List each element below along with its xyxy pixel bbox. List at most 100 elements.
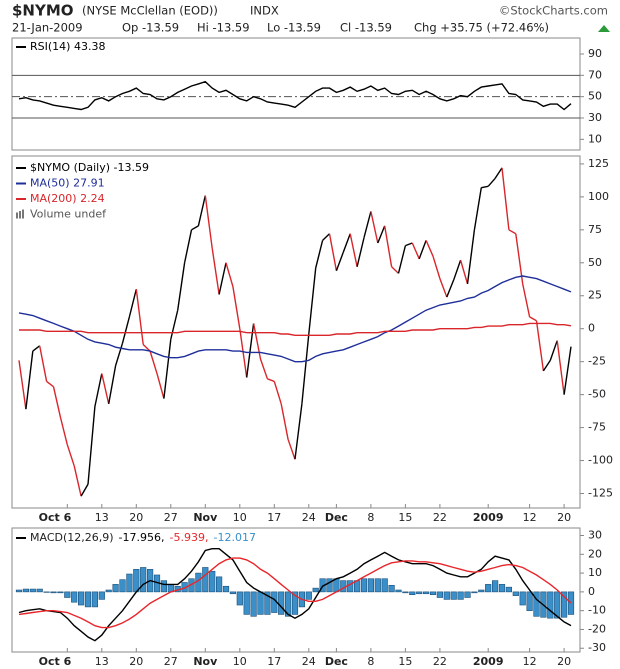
line-segment xyxy=(197,195,206,227)
line-segment xyxy=(397,245,407,274)
histogram-bar xyxy=(50,591,57,594)
line-segment xyxy=(411,242,420,260)
y-tick-label: -100 xyxy=(588,454,613,467)
line-segment xyxy=(183,229,193,263)
line-segment xyxy=(156,373,165,399)
legend-entry: -5.939, xyxy=(170,531,209,544)
source: ©StockCharts.com xyxy=(499,4,608,18)
y-tick-label: -10 xyxy=(588,604,606,617)
volume-note: Volume undef xyxy=(30,208,107,221)
y-tick-label: 20 xyxy=(588,547,602,560)
x-tick-label: 22 xyxy=(433,655,447,668)
histogram-bar xyxy=(312,587,319,593)
x-tick-label: 12 xyxy=(523,511,537,524)
line-segment xyxy=(18,360,27,410)
low: Lo -13.59 xyxy=(267,21,321,35)
line-segment xyxy=(356,237,365,267)
histogram-bar xyxy=(567,591,575,615)
line-segment xyxy=(487,177,496,187)
exchange: INDX xyxy=(250,4,279,18)
y-tick-label: 0 xyxy=(588,585,595,598)
line-segment xyxy=(239,328,248,378)
legend-entry: MA(50) 27.91 xyxy=(30,177,105,190)
y-tick-label: -30 xyxy=(588,641,606,654)
line-segment xyxy=(94,373,103,407)
x-tick-label: 15 xyxy=(398,655,412,668)
x-tick-label: 2009 xyxy=(473,511,504,524)
line-segment xyxy=(446,279,455,298)
line-segment xyxy=(370,211,379,244)
line-segment xyxy=(287,439,296,460)
y-tick-label: 30 xyxy=(588,111,602,124)
line-segment xyxy=(529,316,537,322)
histogram-bar xyxy=(305,591,312,600)
histogram-bar xyxy=(22,588,30,593)
histogram-bar xyxy=(71,591,78,603)
line-segment xyxy=(267,378,275,383)
histogram-bar xyxy=(402,591,409,594)
line-segment xyxy=(87,406,96,485)
line-segment xyxy=(549,340,558,361)
x-tick-label: 27 xyxy=(164,511,178,524)
line-segment xyxy=(494,167,503,179)
x-tick-label: 20 xyxy=(129,655,143,668)
open: Op -13.59 xyxy=(122,21,179,35)
x-tick-label: 27 xyxy=(164,655,178,668)
legend-entry: RSI(14) 43.38 xyxy=(30,40,105,53)
x-tick-label: 8 xyxy=(367,655,374,668)
y-tick-label: 10 xyxy=(588,566,602,579)
x-tick-label: 12 xyxy=(523,655,537,668)
histogram-bar xyxy=(498,584,506,593)
line-segment xyxy=(377,225,386,244)
panel xyxy=(11,37,581,151)
x-tick-label: 24 xyxy=(302,511,316,524)
line-segment xyxy=(522,283,531,317)
volume-icon xyxy=(22,209,24,219)
line-segment xyxy=(101,373,110,405)
histogram-bar xyxy=(533,591,540,617)
histogram-bar xyxy=(340,580,347,593)
y-tick-label: 90 xyxy=(588,47,602,60)
histogram-bar xyxy=(512,591,519,596)
y-tick-label: 50 xyxy=(588,256,602,269)
line-segment xyxy=(149,350,158,374)
line-segment xyxy=(191,225,199,231)
line-segment xyxy=(432,255,441,279)
line-segment xyxy=(232,286,241,329)
histogram-bar xyxy=(229,591,237,595)
y-tick-label: 50 xyxy=(588,90,602,103)
y-tick-label: -20 xyxy=(588,622,606,635)
x-tick-label: Oct 6 xyxy=(39,511,72,524)
x-tick-label: 10 xyxy=(233,655,247,668)
line-segment xyxy=(259,358,269,380)
x-tick-label: Dec xyxy=(325,655,348,668)
line-segment xyxy=(335,251,344,271)
line-segment xyxy=(73,465,82,497)
line-segment xyxy=(142,344,151,352)
line-segment xyxy=(121,316,131,344)
histogram-bar xyxy=(560,591,568,618)
x-tick-label: 22 xyxy=(433,511,447,524)
x-tick-label: 17 xyxy=(267,511,281,524)
line-segment xyxy=(66,444,75,467)
line-segment xyxy=(349,233,358,267)
x-tick-label: Oct 6 xyxy=(39,655,72,668)
line-segment xyxy=(218,262,227,295)
histogram-bar xyxy=(471,591,478,594)
line-segment xyxy=(294,403,303,460)
histogram-bar xyxy=(15,589,23,593)
y-tick-label: -25 xyxy=(588,355,606,368)
x-tick-label: 24 xyxy=(302,655,316,668)
histogram-bar xyxy=(478,589,485,593)
histogram-bar xyxy=(216,576,223,593)
line-segment xyxy=(170,310,179,340)
histogram-bar xyxy=(416,591,423,595)
legend-entry: MA(200) 2.24 xyxy=(30,192,105,205)
histogram-bar xyxy=(84,591,92,608)
histogram-bar xyxy=(367,578,375,593)
x-tick-label: 20 xyxy=(557,511,571,524)
histogram-bar xyxy=(160,580,168,593)
histogram-bar xyxy=(291,591,299,615)
line-segment xyxy=(163,339,172,399)
x-tick-label: Nov xyxy=(193,655,218,668)
